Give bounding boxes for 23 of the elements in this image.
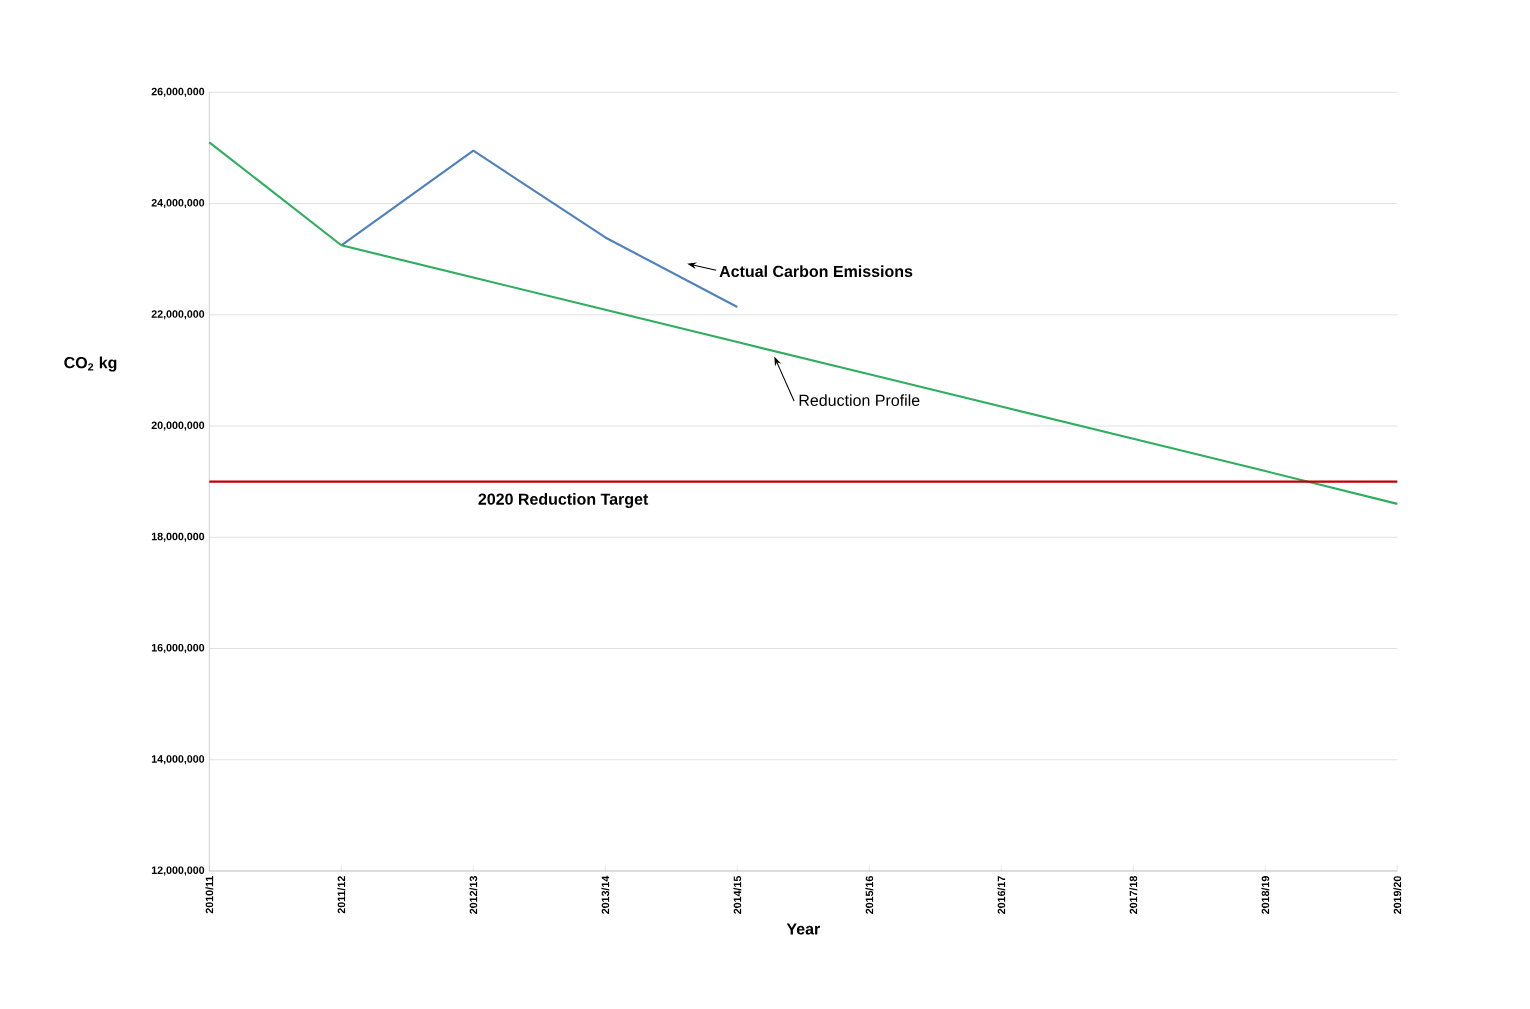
x-tick-label: 2015/16 xyxy=(865,876,874,914)
x-tick-label: 2019/20 xyxy=(1393,876,1402,914)
x-tick-label: 2018/19 xyxy=(1261,876,1270,914)
x-tick-label: 2014/15 xyxy=(733,876,742,914)
x-tick-label: 2017/18 xyxy=(1129,876,1138,914)
y-axis-title: CO$_{2}$ kg xyxy=(64,356,117,372)
x-tick-label: 2013/14 xyxy=(601,875,610,914)
y-tick-label: 12,000,000 xyxy=(151,866,205,876)
y-tick-label: 18,000,000 xyxy=(151,532,205,542)
y-tick-label: 16,000,000 xyxy=(151,643,205,654)
x-tick-label: 2010/11 xyxy=(205,876,214,914)
series-label: Reduction Profile xyxy=(799,394,920,406)
y-tick-label: 22,000,000 xyxy=(151,310,205,320)
series-label: Actual Carbon Emissions xyxy=(719,265,913,278)
x-axis-title: Year xyxy=(786,923,820,935)
x-tick-label: 2012/13 xyxy=(469,876,478,914)
x-tick-label: 2016/17 xyxy=(997,876,1006,914)
ref-line-label: 2020 Reduction Target xyxy=(478,493,649,509)
y-tick-label: 14,000,000 xyxy=(151,755,205,765)
x-tick-label: 2011/12 xyxy=(337,876,346,914)
y-tick-label: 20,000,000 xyxy=(151,421,205,431)
y-tick-label: 24,000,000 xyxy=(151,199,205,209)
y-tick-label: 26,000,000 xyxy=(151,87,205,97)
